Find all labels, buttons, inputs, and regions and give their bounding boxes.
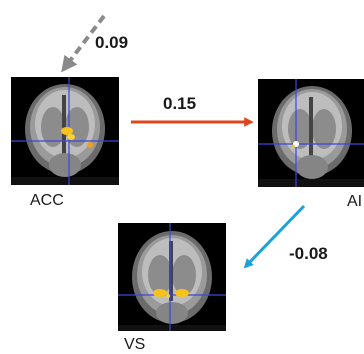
vs-brain-slice	[118, 223, 226, 331]
coef-acc-ai: 0.15	[163, 94, 197, 113]
acc-label: ACC	[30, 192, 64, 209]
acc-brain-slice	[11, 77, 119, 185]
ai-to-vs-arrow	[243, 204, 306, 269]
ai-brain-slice	[258, 79, 364, 187]
coef-ai-vs: -0.08	[289, 244, 328, 263]
input-to-acc-arrow	[61, 14, 106, 73]
ai-label: AI	[347, 193, 363, 210]
coef-input-acc: 0.09	[95, 33, 129, 52]
vs-label: VS	[124, 336, 146, 353]
